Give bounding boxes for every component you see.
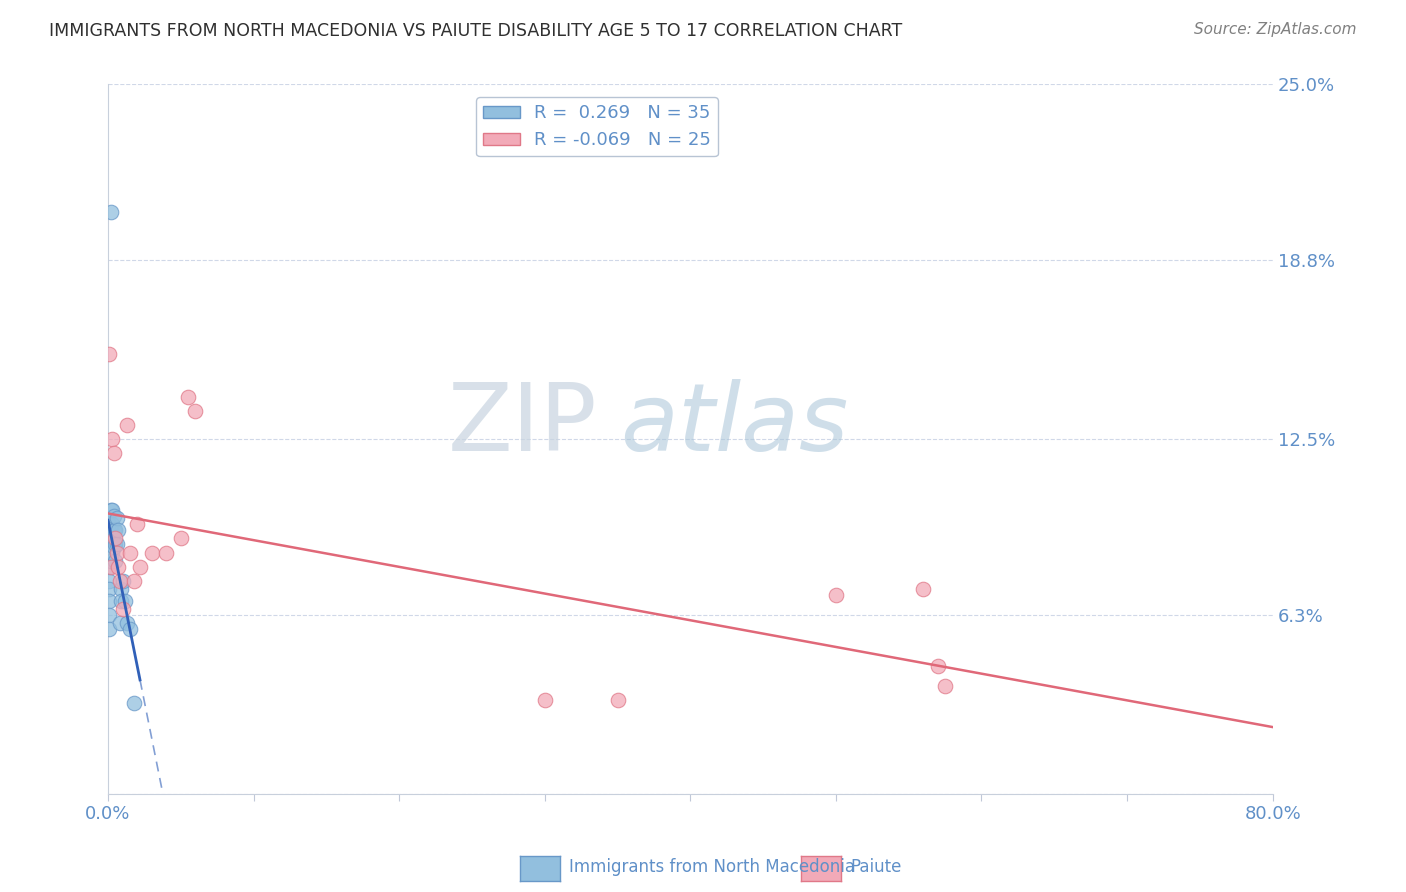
Point: [170, 532, 193, 546]
Point: [129, 559, 152, 574]
Point: [98, 559, 121, 574]
Point: [127, 517, 149, 532]
Point: [155, 545, 177, 559]
Point: [105, 545, 128, 559]
Point: [825, 588, 848, 602]
Point: [927, 659, 949, 673]
Text: atlas: atlas: [620, 379, 849, 470]
Point: [98, 582, 121, 597]
Text: Source: ZipAtlas.com: Source: ZipAtlas.com: [1194, 22, 1357, 37]
Point: [122, 574, 145, 588]
Point: [108, 574, 131, 588]
Point: [606, 693, 628, 707]
Point: [118, 545, 141, 559]
Point: [105, 537, 128, 551]
Point: [98, 517, 121, 532]
Text: ZIP: ZIP: [447, 379, 598, 471]
Point: [98, 574, 121, 588]
Point: [100, 554, 122, 568]
Point: [103, 508, 125, 523]
Point: [100, 537, 122, 551]
Point: [98, 545, 121, 559]
Point: [100, 559, 122, 574]
Point: [110, 594, 132, 608]
Point: [101, 503, 124, 517]
Point: [101, 517, 124, 532]
Point: [103, 523, 125, 537]
Point: [100, 205, 122, 219]
Point: [103, 446, 125, 460]
Point: [104, 523, 127, 537]
Point: [101, 532, 124, 546]
Point: [104, 554, 127, 568]
Point: [115, 417, 138, 432]
Point: [98, 607, 121, 622]
Point: [103, 540, 125, 554]
Point: [101, 432, 124, 446]
Point: [122, 696, 145, 710]
Point: [98, 594, 121, 608]
Point: [104, 537, 127, 551]
Point: [107, 559, 129, 574]
Point: [107, 523, 129, 537]
Legend: R =  0.269   N = 35, R = -0.069   N = 25: R = 0.269 N = 35, R = -0.069 N = 25: [477, 97, 718, 156]
Point: [100, 503, 122, 517]
Point: [184, 403, 207, 417]
Text: Immigrants from North Macedonia: Immigrants from North Macedonia: [569, 858, 855, 876]
Point: [105, 511, 128, 525]
Point: [111, 602, 134, 616]
Text: Paiute: Paiute: [851, 858, 903, 876]
Point: [98, 622, 121, 636]
Point: [533, 693, 555, 707]
Point: [110, 582, 132, 597]
Point: [934, 679, 956, 693]
Point: [104, 532, 127, 546]
Point: [98, 347, 121, 361]
Point: [912, 582, 935, 597]
Point: [98, 532, 121, 546]
Point: [141, 545, 163, 559]
Point: [101, 545, 124, 559]
Point: [100, 523, 122, 537]
Point: [114, 594, 136, 608]
Point: [177, 390, 200, 404]
Point: [108, 616, 131, 631]
Text: IMMIGRANTS FROM NORTH MACEDONIA VS PAIUTE DISABILITY AGE 5 TO 17 CORRELATION CHA: IMMIGRANTS FROM NORTH MACEDONIA VS PAIUT…: [49, 22, 903, 40]
Point: [118, 622, 141, 636]
Point: [115, 616, 138, 631]
Point: [111, 574, 134, 588]
